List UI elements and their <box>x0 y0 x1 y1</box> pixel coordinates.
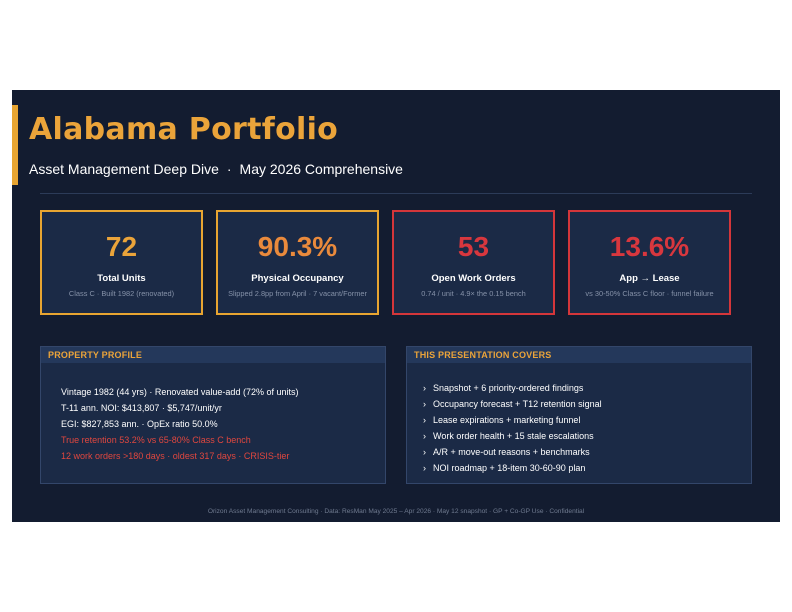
list-item-text: Occupancy forecast + T12 retention signa… <box>433 399 602 409</box>
slide: Alabama Portfolio Asset Management Deep … <box>12 90 780 522</box>
covers-list: › Snapshot + 6 priority-ordered findings … <box>407 380 751 476</box>
profile-list: Vintage 1982 (44 yrs) · Renovated value-… <box>41 384 385 464</box>
stat-value: 13.6% <box>609 231 690 262</box>
stat-card-physical-occupancy: 90.3% Physical Occupancy Slipped 2.8pp f… <box>216 210 379 315</box>
stat-subtext: vs 30-50% Class C floor · funnel failure <box>585 289 714 298</box>
stat-value: 90.3% <box>257 231 338 262</box>
chevron-right-icon: › <box>423 383 426 393</box>
stat-card-open-work-orders: 53 Open Work Orders 0.74 / unit · 4.9× t… <box>392 210 555 315</box>
page-subtitle: Asset Management Deep Dive · May 2026 Comp… <box>29 161 403 177</box>
panel-heading: PROPERTY PROFILE <box>41 347 385 363</box>
header-divider <box>40 193 752 194</box>
chevron-right-icon: › <box>423 463 426 473</box>
list-item-text: Lease expirations + marketing funnel <box>433 415 581 425</box>
footer-note: Orizon Asset Management Consulting · Dat… <box>207 508 585 515</box>
list-item: › Snapshot + 6 priority-ordered findings <box>423 380 751 396</box>
chevron-right-icon: › <box>423 415 426 425</box>
list-item: › Work order health + 15 stale escalation… <box>423 428 751 444</box>
stat-label: App → Lease <box>619 273 680 284</box>
list-item: › Occupancy forecast + T12 retention sign… <box>423 396 751 412</box>
stat-card-total-units: 72 Total Units Class C · Built 1982 (ren… <box>40 210 203 315</box>
chevron-right-icon: › <box>423 447 426 457</box>
subtitle-date: May 2026 Comprehensive <box>239 161 403 177</box>
profile-line: Vintage 1982 (44 yrs) · Renovated value-… <box>61 387 299 397</box>
profile-warning: 12 work orders >180 days · oldest 317 da… <box>61 451 290 461</box>
panel-heading: THIS PRESENTATION COVERS <box>407 347 751 363</box>
stat-card-app-to-lease: 13.6% App → Lease vs 30-50% Class C floo… <box>568 210 731 315</box>
stat-label: Physical Occupancy <box>251 273 344 284</box>
chevron-right-icon: › <box>423 431 426 441</box>
stat-label: Open Work Orders <box>431 273 516 284</box>
title-accent-bar <box>12 105 18 185</box>
profile-line: EGI: $827,853 ann. · OpEx ratio 50.0% <box>61 419 218 429</box>
list-item: › NOI roadmap + 18-item 30-60-90 plan <box>423 460 751 476</box>
list-item-text: Snapshot + 6 priority-ordered findings <box>433 383 584 393</box>
stat-subtext: Slipped 2.8pp from April · 7 vacant/Form… <box>228 289 367 298</box>
list-item-text: A/R + move-out reasons + benchmarks <box>433 447 590 457</box>
list-item-text: NOI roadmap + 18-item 30-60-90 plan <box>433 463 586 473</box>
page-title: Alabama Portfolio <box>29 112 339 147</box>
subtitle-topic: Asset Management Deep Dive <box>29 161 219 177</box>
stat-label: Total Units <box>97 273 146 284</box>
stat-value: 53 <box>457 231 490 262</box>
subtitle-separator: · <box>226 161 232 177</box>
property-profile-panel: PROPERTY PROFILE Vintage 1982 (44 yrs) ·… <box>40 346 386 484</box>
list-item-text: Work order health + 15 stale escalations <box>433 431 594 441</box>
profile-line: T-11 ann. NOI: $413,807 · $5,747/unit/yr <box>61 403 222 413</box>
stat-subtext: Class C · Built 1982 (renovated) <box>68 289 175 298</box>
presentation-covers-panel: THIS PRESENTATION COVERS › Snapshot + 6 p… <box>406 346 752 484</box>
stat-value: 72 <box>105 231 138 262</box>
chevron-right-icon: › <box>423 399 426 409</box>
list-item: › Lease expirations + marketing funnel <box>423 412 751 428</box>
profile-warning: True retention 53.2% vs 65-80% Class C b… <box>61 435 251 445</box>
stat-subtext: 0.74 / unit · 4.9× the 0.15 bench <box>421 289 526 298</box>
list-item: › A/R + move-out reasons + benchmarks <box>423 444 751 460</box>
